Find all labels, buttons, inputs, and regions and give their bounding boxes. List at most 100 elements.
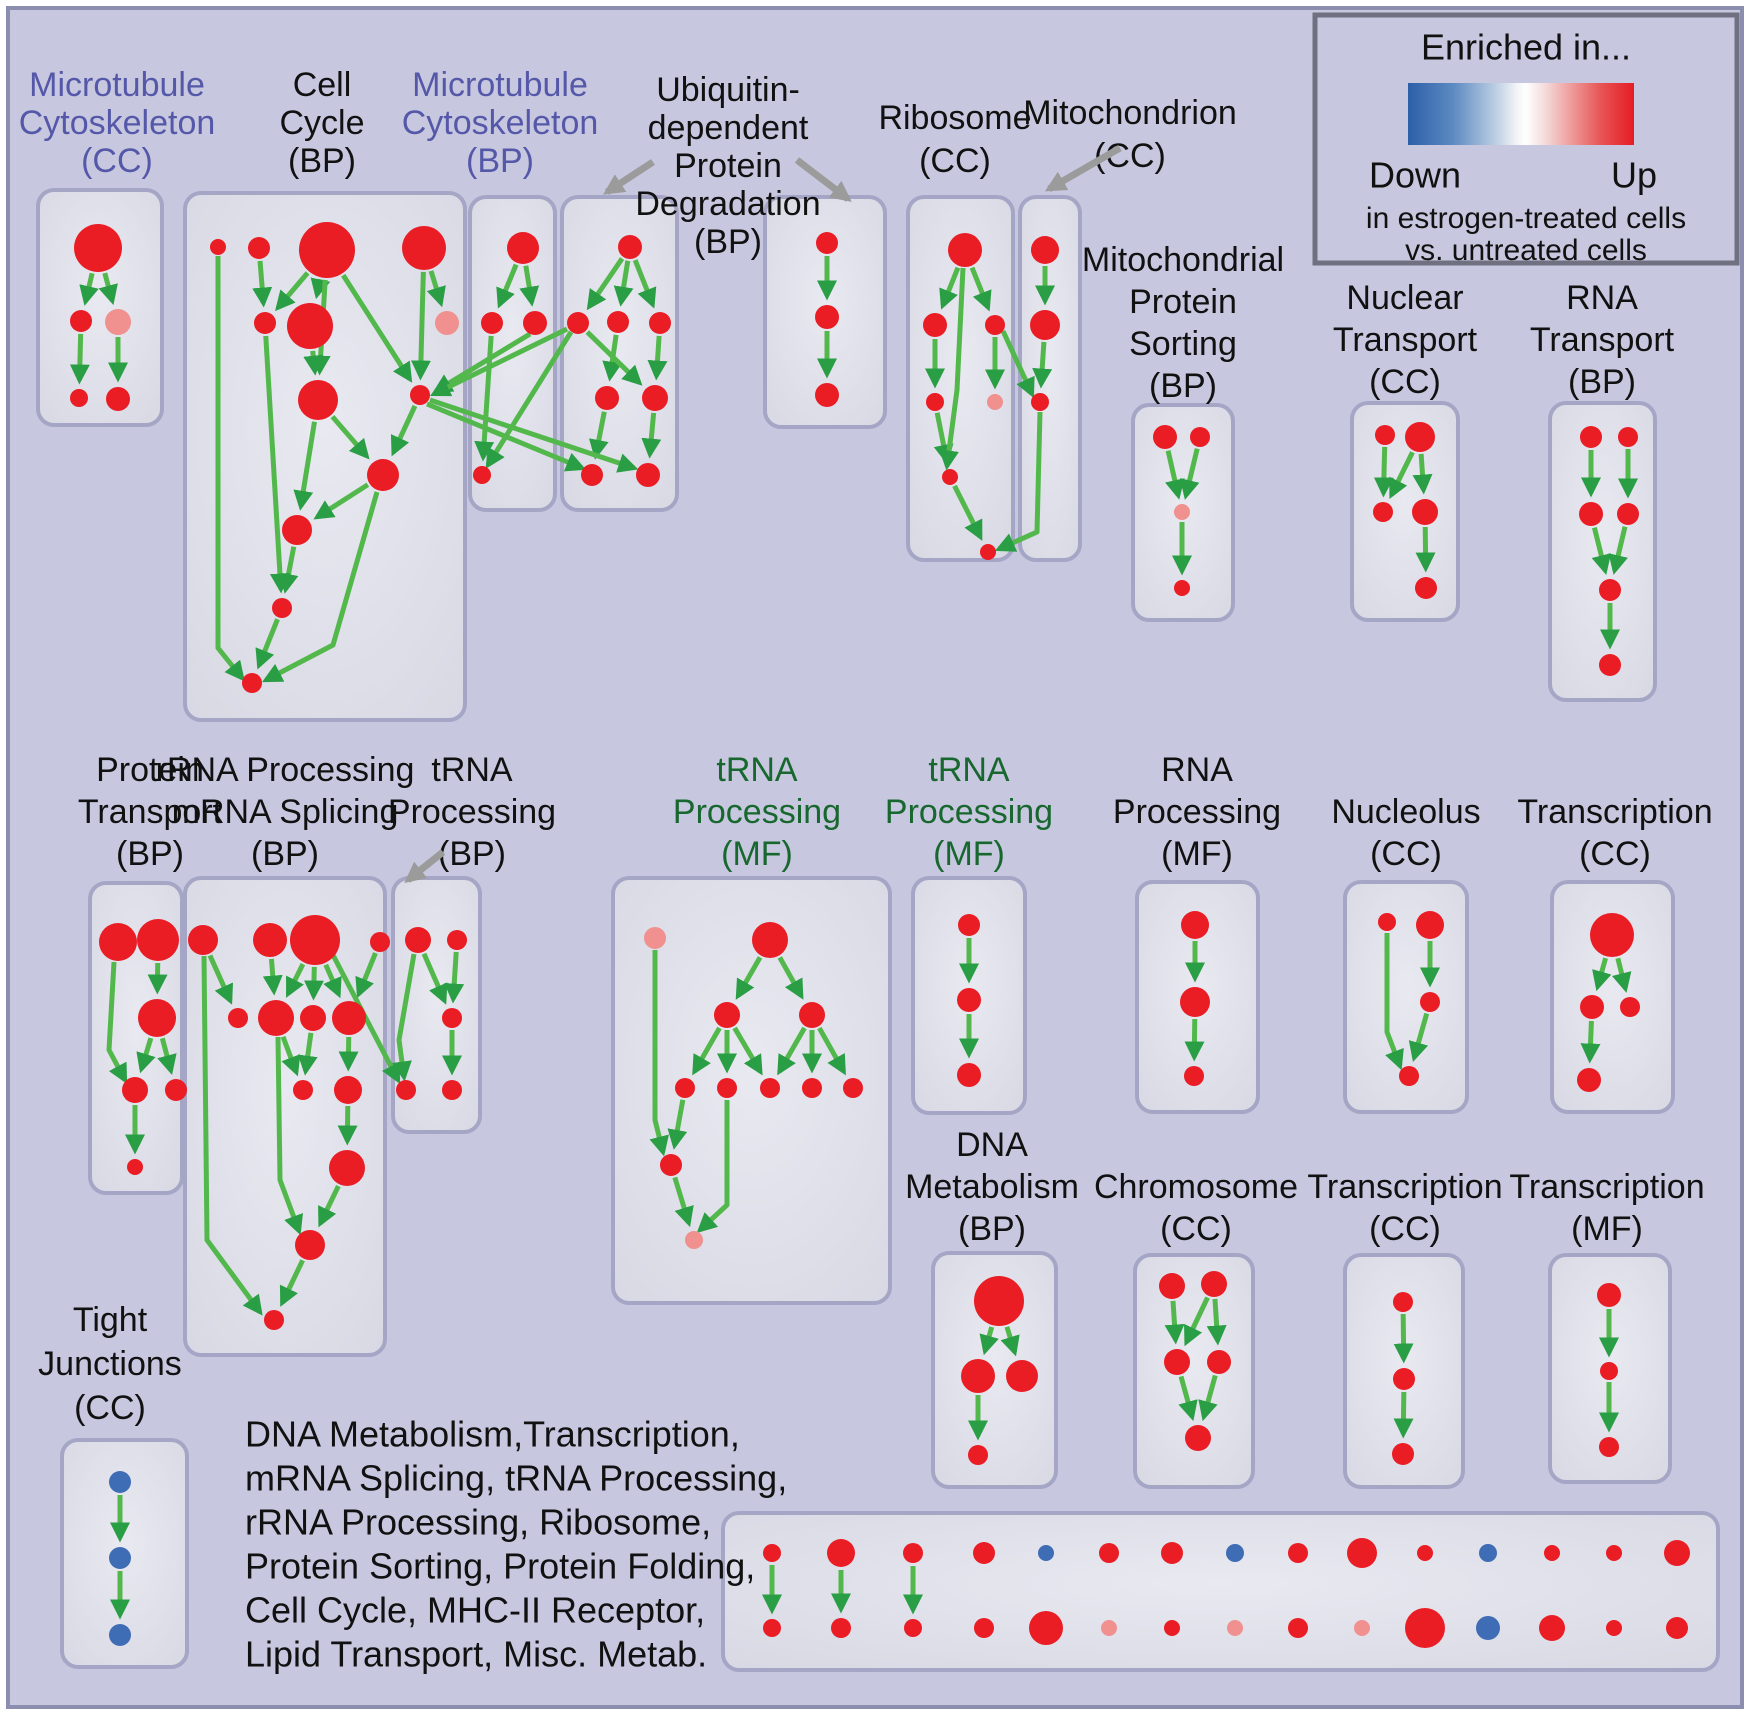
cluster-label-line: Ribosome bbox=[878, 99, 1031, 137]
cluster-box-misc-bottom bbox=[721, 1511, 1720, 1672]
go-term-node-cell-cycle-12 bbox=[242, 673, 262, 693]
edge-rrna-6 bbox=[297, 1032, 318, 1076]
pointer-arrows-layer bbox=[404, 144, 1122, 883]
go-term-node-ubiquitin-1 bbox=[567, 312, 589, 334]
cluster-label-line: Tight bbox=[73, 1301, 148, 1339]
go-term-node-rna-transport-1 bbox=[1618, 427, 1638, 447]
go-term-node-cell-cycle-3 bbox=[402, 226, 446, 270]
cluster-label-nuclear-transport: Nuclear Transport (CC) bbox=[1333, 279, 1478, 401]
go-term-node-ubiquitin-2 bbox=[607, 311, 629, 333]
edge-rrna-4 bbox=[323, 963, 342, 999]
go-term-node-mt-cc-0 bbox=[74, 224, 122, 272]
go-term-node-mitochondrion-1 bbox=[1030, 310, 1060, 340]
edge-trna-mf-1-10 bbox=[649, 950, 669, 1157]
go-term-node-bottom-bot-6 bbox=[1164, 1620, 1180, 1636]
go-term-node-nucleolus-0 bbox=[1378, 913, 1396, 931]
edge-ribosome-1 bbox=[969, 266, 992, 312]
go-term-node-trna-mf-1-6 bbox=[760, 1078, 780, 1098]
cluster-label-line: tRNA bbox=[928, 751, 1010, 789]
go-term-node-mps-1 bbox=[1190, 427, 1210, 447]
edge-nuclear-transport-0 bbox=[1373, 446, 1394, 498]
go-term-node-bottom-top-14 bbox=[1664, 1540, 1690, 1566]
edges-layer bbox=[69, 256, 1638, 1620]
go-term-node-cell-cycle-2 bbox=[299, 222, 355, 278]
go-term-node-ubiquitin-5 bbox=[642, 385, 668, 411]
edge-cell-cycle-13 bbox=[263, 335, 290, 594]
go-term-node-rrna-1 bbox=[253, 923, 287, 957]
cluster-label-mps: Mitochondrial Protein Sorting (BP) bbox=[1082, 241, 1284, 405]
go-term-node-bottom-top-7 bbox=[1226, 1544, 1244, 1562]
go-term-node-cell-cycle-4 bbox=[254, 312, 276, 334]
go-term-node-bottom-top-6 bbox=[1161, 1542, 1183, 1564]
edge-rrna-13 bbox=[275, 1036, 303, 1236]
go-term-node-mt-bp-0 bbox=[507, 232, 539, 264]
go-term-node-bottom-bot-0 bbox=[763, 1619, 781, 1637]
cluster-label-line: Cytoskeleton bbox=[402, 104, 599, 142]
go-term-node-bottom-top-3 bbox=[973, 1542, 995, 1564]
edge-trna-mf-1-9 bbox=[672, 1176, 694, 1228]
go-term-node-trna-mf-1-10 bbox=[685, 1231, 703, 1249]
edge-cross-3 bbox=[429, 397, 639, 473]
go-term-node-trna-mf-1-8 bbox=[843, 1078, 863, 1098]
cluster-label-dna-metabolism: DNA Metabolism (BP) bbox=[905, 1126, 1079, 1248]
nodes-layer bbox=[70, 222, 1690, 1648]
cluster-label-line: Cytoskeleton bbox=[19, 104, 216, 142]
cluster-label-line: (BP) bbox=[116, 835, 184, 873]
cluster-label-nucleolus: Nucleolus (CC) bbox=[1331, 793, 1480, 873]
go-term-node-protein-transport-2 bbox=[138, 999, 176, 1037]
go-term-node-bottom-top-2 bbox=[903, 1543, 923, 1563]
go-term-node-ribosome-1 bbox=[923, 313, 947, 337]
cluster-box-mt-cc bbox=[36, 188, 164, 427]
go-term-node-rna-transport-4 bbox=[1599, 579, 1621, 601]
go-term-node-rna-transport-3 bbox=[1617, 503, 1639, 525]
go-term-node-trna-mf-1-1 bbox=[752, 922, 788, 958]
go-term-node-ribosome-6 bbox=[980, 544, 996, 560]
labels-layer: Microtubule Cytoskeleton (CC)Cell Cycle (BP)… bbox=[19, 66, 1713, 1427]
legend-title: Enriched in... bbox=[1421, 27, 1631, 68]
edge-trna-bp-0 bbox=[421, 952, 448, 1005]
legend-subtitle-line2: vs. untreated cells bbox=[1405, 234, 1647, 267]
cluster-label-chromosome: Chromosome (CC) bbox=[1094, 1168, 1298, 1248]
go-term-node-trna-mf-1-3 bbox=[799, 1002, 825, 1028]
go-term-node-bottom-bot-10 bbox=[1405, 1608, 1445, 1648]
cluster-box-nuclear-transport bbox=[1350, 401, 1460, 622]
edge-nucleolus-1 bbox=[1408, 1012, 1430, 1063]
edge-protein-transport-4 bbox=[106, 961, 128, 1084]
go-term-node-bottom-bot-9 bbox=[1354, 1620, 1370, 1636]
cluster-label-transcription-cc: Transcription (CC) bbox=[1517, 793, 1712, 873]
go-term-node-cell-cycle-7 bbox=[410, 385, 430, 405]
cluster-label-line: Nuclear bbox=[1346, 279, 1463, 317]
cluster-label-line: (MF) bbox=[721, 835, 793, 873]
edge-chromosome-3 bbox=[1178, 1375, 1198, 1422]
cluster-label-line: dependent bbox=[648, 109, 809, 147]
merged-clusters-note-line: Cell Cycle, MHC-II Receptor, bbox=[245, 1590, 705, 1631]
edge-transcription-cc-2-0 bbox=[1393, 1313, 1414, 1364]
cluster-label-line: rRNA Processing bbox=[156, 751, 415, 789]
go-term-node-protein-transport-5 bbox=[127, 1159, 143, 1175]
go-term-node-mt-cc-4 bbox=[106, 387, 130, 411]
cluster-label-line: Mitochondrion bbox=[1023, 94, 1237, 132]
go-term-node-nucleolus-1 bbox=[1416, 911, 1444, 939]
go-term-node-transcription-cc-2-0 bbox=[1393, 1292, 1413, 1312]
edge-rrna-1 bbox=[262, 958, 283, 996]
go-term-node-rrna-10 bbox=[329, 1150, 365, 1186]
go-term-node-trna-mf-2-0 bbox=[958, 914, 980, 936]
merged-clusters-note-line: DNA Metabolism,Transcription, bbox=[245, 1414, 740, 1455]
go-term-node-mt-bp-2 bbox=[523, 311, 547, 335]
edge-mt-cc-2 bbox=[69, 333, 90, 385]
go-term-node-rrna-11 bbox=[295, 1230, 325, 1260]
cluster-label-line: Ubiquitin- bbox=[656, 71, 800, 109]
cluster-label-line: (MF) bbox=[1161, 835, 1233, 873]
go-term-node-nucleolus-2 bbox=[1420, 992, 1440, 1012]
cluster-label-line: (BP) bbox=[694, 223, 762, 261]
cluster-label-line: Transcription bbox=[1517, 793, 1712, 831]
go-term-node-bottom-bot-4 bbox=[1029, 1611, 1063, 1645]
edge-nucleolus-2 bbox=[1384, 933, 1404, 1071]
cluster-label-line: Metabolism bbox=[905, 1168, 1079, 1206]
go-term-node-bottom-bot-11 bbox=[1476, 1616, 1500, 1640]
go-term-node-ubiquitin-2-2 bbox=[815, 383, 839, 407]
go-term-node-bottom-bot-2 bbox=[904, 1619, 922, 1637]
edge-ribosome-6 bbox=[939, 267, 966, 471]
go-term-node-cell-cycle-5 bbox=[287, 303, 333, 349]
go-term-node-bottom-bot-7 bbox=[1227, 1620, 1243, 1636]
